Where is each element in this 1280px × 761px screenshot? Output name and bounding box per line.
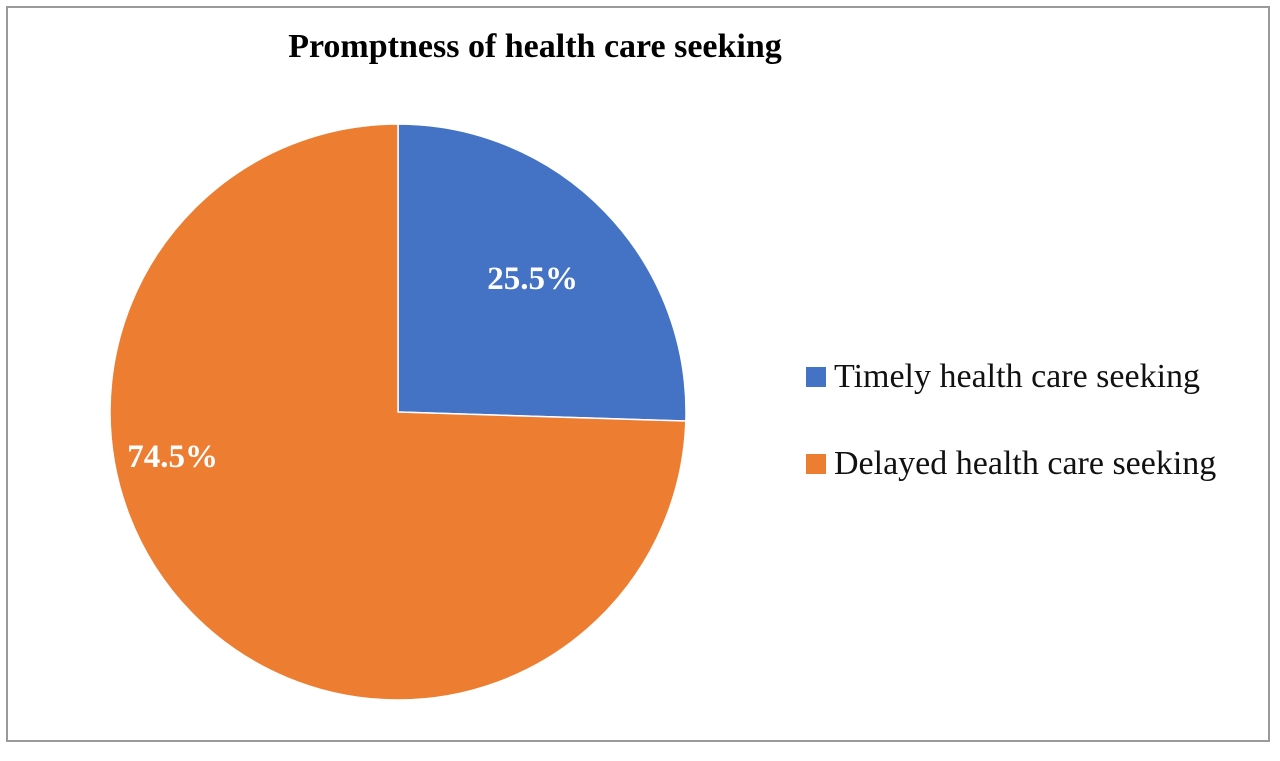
legend-item-timely: Timely health care seeking xyxy=(806,352,1216,402)
data-label-timely: 25.5% xyxy=(487,261,578,297)
pie-slice-delayed xyxy=(109,123,687,701)
chart-title: Promptness of health care seeking xyxy=(288,28,782,65)
legend-item-delayed: Delayed health care seeking xyxy=(806,439,1216,489)
pie-slice-timely xyxy=(397,123,687,422)
legend-swatch xyxy=(806,454,826,474)
legend: Timely health care seeking Delayed health… xyxy=(806,352,1216,526)
legend-swatch xyxy=(806,367,826,387)
legend-label: Timely health care seeking xyxy=(834,358,1201,395)
legend-label: Delayed health care seeking xyxy=(834,445,1217,482)
data-label-delayed: 74.5% xyxy=(127,439,218,475)
